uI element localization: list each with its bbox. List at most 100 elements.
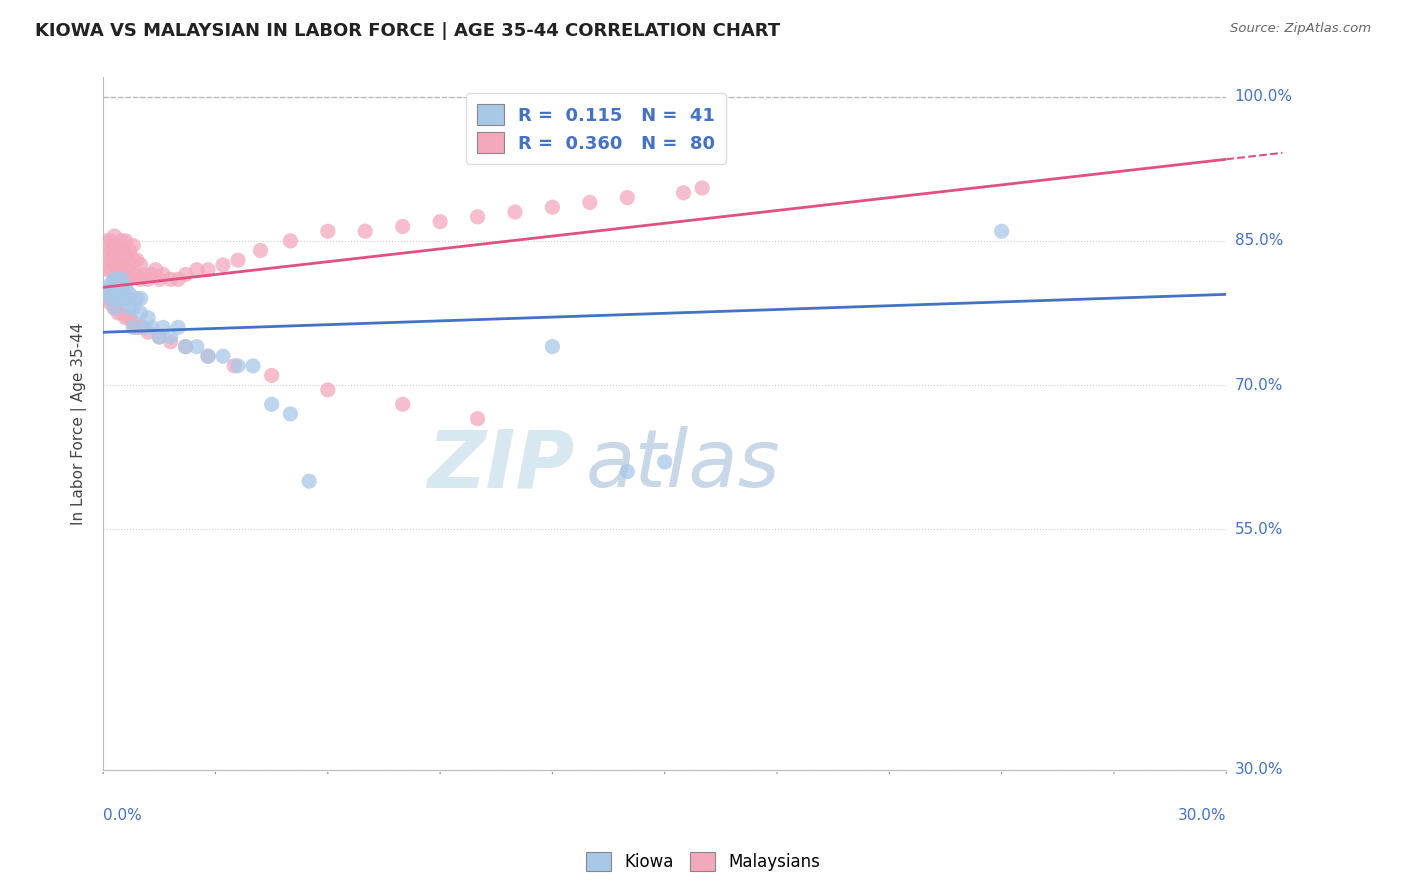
Point xyxy=(141,268,163,282)
Point xyxy=(152,320,174,334)
Point xyxy=(186,262,208,277)
Point xyxy=(212,258,235,272)
Point xyxy=(111,292,134,306)
Point xyxy=(118,301,141,315)
Point xyxy=(107,292,129,306)
Text: ZIP: ZIP xyxy=(427,426,575,504)
Point xyxy=(103,229,125,244)
Point xyxy=(100,253,122,268)
Point xyxy=(167,272,190,286)
Point xyxy=(197,262,219,277)
Point xyxy=(129,258,152,272)
Text: 85.0%: 85.0% xyxy=(1234,234,1282,248)
Point xyxy=(186,340,208,354)
Point xyxy=(467,411,489,425)
Point xyxy=(96,292,118,306)
Point xyxy=(107,262,129,277)
Point xyxy=(96,286,118,301)
Point xyxy=(125,320,148,334)
Point xyxy=(111,272,134,286)
Point xyxy=(226,253,249,268)
Point xyxy=(114,310,136,325)
Point xyxy=(148,330,170,344)
Point xyxy=(148,330,170,344)
Legend: R =  0.115   N =  41, R =  0.360   N =  80: R = 0.115 N = 41, R = 0.360 N = 80 xyxy=(465,94,725,164)
Point xyxy=(145,262,167,277)
Point xyxy=(503,205,526,219)
Point xyxy=(111,234,134,248)
Point xyxy=(167,320,190,334)
Point xyxy=(103,282,125,296)
Point xyxy=(111,306,134,320)
Point xyxy=(111,282,134,296)
Point xyxy=(467,210,489,224)
Point xyxy=(96,282,118,296)
Point xyxy=(280,234,302,248)
Point xyxy=(141,320,163,334)
Text: 0.0%: 0.0% xyxy=(103,808,142,823)
Point xyxy=(224,359,246,373)
Point xyxy=(690,181,713,195)
Point xyxy=(107,253,129,268)
Point xyxy=(249,244,271,258)
Point xyxy=(616,465,638,479)
Point xyxy=(100,234,122,248)
Text: 55.0%: 55.0% xyxy=(1234,522,1282,537)
Point xyxy=(122,238,145,252)
Point xyxy=(391,219,413,234)
Point xyxy=(134,268,156,282)
Point xyxy=(107,306,129,320)
Point xyxy=(616,191,638,205)
Point xyxy=(100,262,122,277)
Point xyxy=(122,301,145,315)
Point xyxy=(354,224,377,238)
Point xyxy=(242,359,264,373)
Point xyxy=(125,253,148,268)
Point xyxy=(114,282,136,296)
Point xyxy=(100,277,122,292)
Point xyxy=(174,268,197,282)
Point xyxy=(107,238,129,252)
Legend: Kiowa, Malaysians: Kiowa, Malaysians xyxy=(578,843,828,880)
Point xyxy=(103,248,125,262)
Point xyxy=(174,340,197,354)
Point xyxy=(100,244,122,258)
Point xyxy=(159,334,181,349)
Point xyxy=(148,272,170,286)
Point xyxy=(103,301,125,315)
Point xyxy=(129,320,152,334)
Point xyxy=(541,340,564,354)
Point xyxy=(122,253,145,268)
Point xyxy=(96,248,118,262)
Point xyxy=(103,272,125,286)
Point xyxy=(260,368,283,383)
Text: 30.0%: 30.0% xyxy=(1178,808,1226,823)
Point xyxy=(122,320,145,334)
Point xyxy=(298,474,321,488)
Point xyxy=(226,359,249,373)
Point xyxy=(100,292,122,306)
Point xyxy=(118,244,141,258)
Point xyxy=(654,455,676,469)
Point xyxy=(316,383,339,397)
Point xyxy=(579,195,602,210)
Point xyxy=(96,234,118,248)
Text: 70.0%: 70.0% xyxy=(1234,377,1282,392)
Point xyxy=(114,248,136,262)
Point xyxy=(136,325,159,339)
Point xyxy=(212,349,235,363)
Point xyxy=(541,200,564,214)
Point xyxy=(159,272,181,286)
Point xyxy=(103,301,125,315)
Point xyxy=(129,292,152,306)
Point xyxy=(122,268,145,282)
Text: 30.0%: 30.0% xyxy=(1234,762,1284,777)
Text: KIOWA VS MALAYSIAN IN LABOR FORCE | AGE 35-44 CORRELATION CHART: KIOWA VS MALAYSIAN IN LABOR FORCE | AGE … xyxy=(35,22,780,40)
Point xyxy=(103,272,125,286)
Point xyxy=(429,214,451,228)
Point xyxy=(197,349,219,363)
Point xyxy=(174,340,197,354)
Point xyxy=(111,268,134,282)
Point xyxy=(136,272,159,286)
Point xyxy=(159,330,181,344)
